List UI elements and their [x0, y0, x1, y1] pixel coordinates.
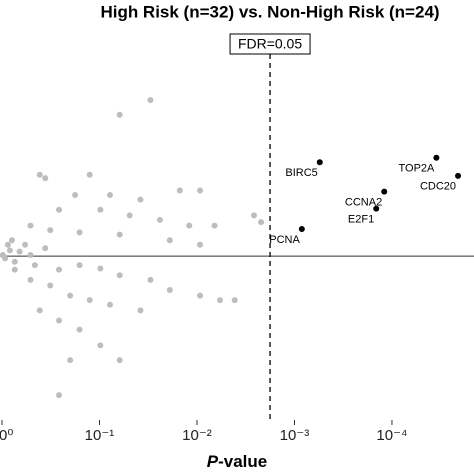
point: [137, 307, 144, 314]
point: [86, 171, 93, 178]
gene-label: BIRC5: [285, 167, 317, 179]
point: [76, 262, 83, 269]
point: [8, 237, 15, 244]
point: [116, 272, 123, 279]
point: [147, 97, 154, 104]
point: [186, 222, 193, 229]
point: [97, 206, 104, 213]
point: [76, 326, 83, 333]
point: [16, 248, 23, 255]
point: [217, 297, 224, 304]
point: [231, 297, 238, 304]
point: [116, 231, 123, 238]
x-tick-label: 10⁻²: [182, 427, 212, 444]
gene-point: [373, 205, 380, 212]
fdr-box: [229, 33, 311, 55]
point: [56, 266, 63, 273]
x-tick-label: 10⁰: [0, 427, 13, 444]
point: [27, 251, 34, 258]
gene-point: [298, 225, 305, 232]
gene-label: CDC20: [420, 181, 456, 193]
gene-point: [433, 154, 440, 161]
point: [4, 241, 11, 248]
fdr-label: FDR=0.05: [238, 36, 302, 52]
point: [166, 287, 173, 293]
point: [56, 317, 63, 324]
point: [11, 266, 18, 273]
point: [76, 229, 83, 236]
gene-label: TOP2A: [399, 163, 436, 175]
point: [97, 342, 104, 349]
x-tick-label: 10⁻⁴: [376, 427, 407, 444]
point: [126, 212, 133, 219]
point: [42, 175, 49, 182]
point: [56, 206, 63, 213]
point: [47, 282, 54, 289]
gene-label: PCNA: [269, 234, 300, 246]
point: [86, 297, 93, 304]
point: [67, 357, 74, 364]
gene-label: CCNA2: [345, 197, 382, 209]
point: [0, 251, 6, 258]
gene-label: E2F1: [348, 214, 374, 226]
point: [211, 222, 218, 229]
gene-point: [455, 172, 462, 179]
point: [97, 265, 104, 272]
point: [116, 357, 123, 364]
gene-point: [381, 188, 388, 195]
point: [22, 241, 29, 248]
point: [156, 216, 163, 223]
point: [197, 187, 204, 194]
point: [72, 192, 79, 199]
point: [31, 262, 38, 269]
point: [176, 187, 183, 194]
point: [6, 247, 13, 254]
point: [137, 196, 144, 203]
x-axis-label: P-value: [206, 452, 268, 471]
point: [47, 227, 54, 234]
point: [56, 392, 63, 399]
x-tick-label: 10⁻³: [280, 427, 310, 444]
point: [42, 245, 49, 252]
x-tick-label: 10⁻¹: [85, 427, 115, 444]
point: [197, 241, 204, 248]
point: [116, 111, 123, 118]
point: [107, 192, 114, 199]
point: [258, 219, 265, 226]
chart-title: High Risk (n=32) vs. Non-High Risk (n=24…: [100, 2, 439, 21]
point: [67, 292, 74, 299]
point: [27, 222, 34, 229]
point: [11, 258, 18, 265]
point: [27, 276, 34, 283]
gene-point: [316, 159, 323, 166]
point: [166, 237, 173, 244]
point: [197, 292, 204, 299]
point: [251, 212, 258, 219]
point: [107, 301, 114, 308]
point: [36, 307, 43, 314]
point: [36, 171, 43, 178]
point: [147, 276, 154, 283]
